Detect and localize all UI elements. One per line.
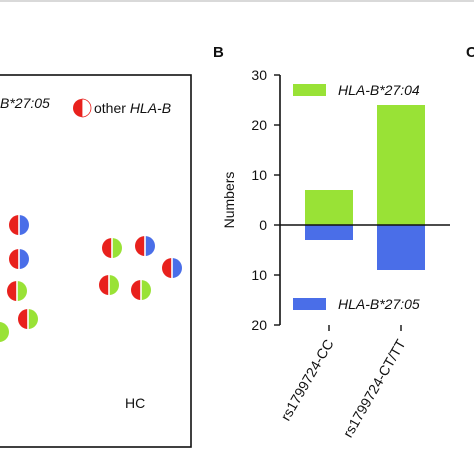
split-dot-marker [99, 275, 119, 295]
split-dot-marker [102, 238, 122, 258]
bar [377, 105, 425, 225]
bar [377, 225, 425, 270]
split-dot-marker [9, 249, 29, 269]
x-ticks: rs1799724-CC rs1799724-CT/TT [277, 325, 409, 440]
bar [305, 190, 353, 225]
split-dot-marker [131, 280, 151, 300]
legend-other-label: other HLA-B [94, 100, 171, 116]
bar [305, 225, 353, 240]
split-dot-marker [162, 258, 182, 278]
y-tick-label: 30 [251, 67, 267, 83]
split-dot-marker [7, 281, 27, 301]
legend-label-2705: HLA-B*27:05 [338, 296, 420, 312]
dots-group [0, 215, 182, 342]
x-tick-label: rs1799724-CC [277, 337, 336, 424]
y-axis-label: Numbers [221, 172, 237, 229]
panel-letter-c: C [466, 44, 474, 61]
left-panel-frame [0, 74, 192, 448]
panel-letter-b: B [213, 44, 224, 61]
split-dot-marker [135, 236, 155, 256]
split-dot-marker [9, 215, 29, 235]
legend-label-2704: HLA-B*27:04 [338, 82, 420, 98]
y-tick-label: 10 [251, 267, 267, 283]
legend-swatch-2705 [293, 298, 326, 310]
split-dot-marker [0, 322, 9, 342]
legend-other-marker [73, 98, 92, 118]
bars [305, 105, 425, 270]
legend-swatch-2704 [293, 84, 326, 96]
split-dot-marker [18, 309, 38, 329]
group-label-hc: HC [125, 395, 145, 411]
top-border [0, 0, 474, 2]
legend-partial-label: B*27:05 [0, 95, 50, 111]
y-tick-label: 10 [251, 167, 267, 183]
y-tick-label: 20 [251, 117, 267, 133]
y-ticks: 30 20 10 0 10 20 [251, 67, 280, 333]
x-tick-label: rs1799724-CT/TT [339, 336, 408, 440]
left-panel: B*27:05 other HLA-B HC [0, 74, 192, 448]
y-tick-label: 0 [259, 217, 267, 233]
y-tick-label: 20 [251, 317, 267, 333]
